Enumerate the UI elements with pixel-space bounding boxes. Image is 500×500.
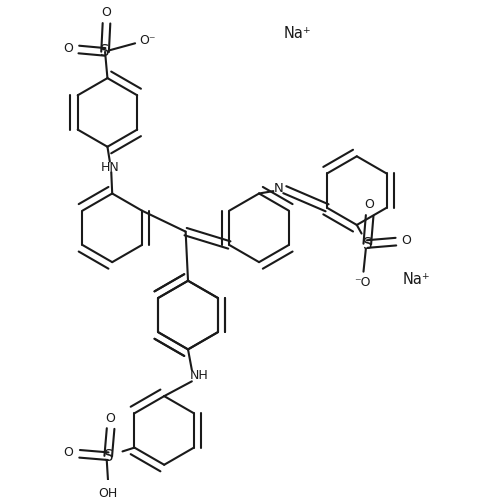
Text: O: O [102,6,112,20]
Text: Na⁺: Na⁺ [403,272,430,287]
Text: ⁻O: ⁻O [354,276,371,288]
Text: N: N [274,182,284,194]
Text: O: O [106,412,116,424]
Text: S: S [362,236,372,252]
Text: HN: HN [100,161,119,174]
Text: O⁻: O⁻ [140,34,156,47]
Text: O: O [402,234,411,247]
Text: Na⁺: Na⁺ [284,26,312,42]
Text: O: O [63,42,73,55]
Text: O: O [364,198,374,211]
Text: OH: OH [98,487,118,500]
Text: NH: NH [190,369,208,382]
Text: O: O [64,446,74,460]
Text: S: S [100,44,110,60]
Text: S: S [104,448,113,464]
